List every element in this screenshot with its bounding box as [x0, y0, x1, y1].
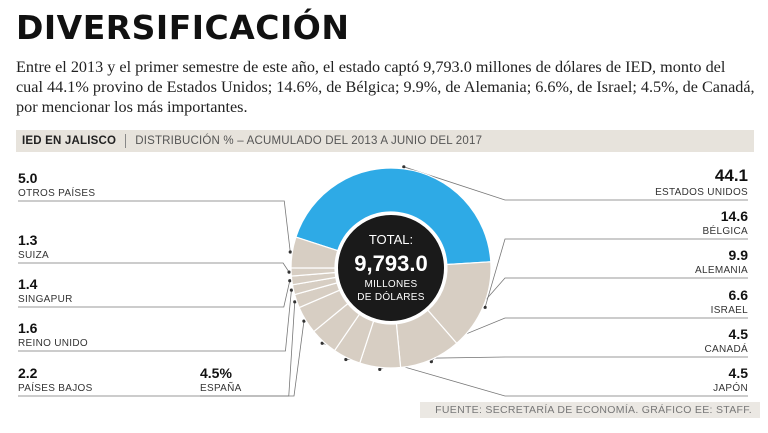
chart-title: DIVERSIFICACIÓN: [16, 8, 350, 47]
leader-line-paises-bajos: [18, 301, 296, 397]
leader-line-reino-unido: [18, 290, 292, 352]
value-label-singapur: 1.4: [18, 276, 38, 292]
leader-dot-otros-paises: [288, 250, 292, 254]
leader-line-otros-paises: [18, 200, 291, 253]
name-label-japon: JAPÓN: [713, 381, 748, 394]
name-label-canada: CANADÁ: [705, 342, 749, 355]
center-unit-line1: MILLONES: [365, 279, 418, 290]
name-label-reino-unido: REINO UNIDO: [18, 338, 88, 349]
leader-line-estados-unidos: [403, 166, 748, 201]
donut-center: [336, 213, 446, 323]
leader-line-suiza: [18, 262, 290, 273]
donut-slices: [290, 167, 492, 369]
leader-dot-canada: [344, 357, 348, 362]
name-label-paises-bajos: PAÍSES BAJOS: [18, 381, 93, 394]
value-label-reino-unido: 1.6: [18, 320, 38, 336]
slice-otros-paises: [290, 236, 339, 269]
name-label-espana: ESPAÑA: [200, 381, 242, 394]
leader-lines: [18, 165, 748, 397]
name-label-otros-paises: OTROS PAÍSES: [18, 186, 95, 199]
value-label-canada: 4.5: [729, 326, 749, 342]
value-label-suiza: 1.3: [18, 232, 38, 248]
lead-paragraph: Entre el 2013 y el primer semestre de es…: [16, 58, 755, 116]
value-label-estados-unidos: 44.1: [715, 166, 748, 185]
leader-dot-belgica: [483, 305, 487, 309]
leader-dot-israel: [378, 367, 382, 371]
band-subtitle: DISTRIBUCIÓN % – ACUMULADO DEL 2013 A JU…: [135, 135, 483, 147]
value-label-japon: 4.5: [729, 365, 749, 381]
value-label-espana: 4.5%: [200, 365, 232, 381]
source-note: FUENTE: SECRETARÍA DE ECONOMÍA. GRÁFICO …: [420, 402, 760, 418]
leader-line-belgica: [484, 238, 748, 308]
name-label-belgica: BÉLGICA: [703, 224, 748, 237]
value-label-paises-bajos: 2.2: [18, 365, 38, 381]
name-label-estados-unidos: ESTADOS UNIDOS: [655, 187, 748, 198]
slice-estados-unidos: [295, 167, 492, 266]
value-label-israel: 6.6: [729, 287, 749, 303]
leader-dot-espana: [302, 319, 306, 323]
leader-line-singapur: [18, 280, 291, 308]
band-divider: [125, 134, 127, 148]
leader-dot-suiza: [287, 270, 291, 274]
value-label-belgica: 14.6: [721, 208, 748, 224]
center-total-value: 9,793.0: [354, 251, 427, 276]
name-label-suiza: SUIZA: [18, 250, 49, 261]
value-label-otros-paises: 5.0: [18, 170, 38, 186]
leader-dot-reino-unido: [289, 288, 294, 292]
leader-dot-japon: [320, 341, 324, 345]
leader-dot-singapur: [288, 279, 292, 283]
value-label-alemania: 9.9: [729, 247, 749, 263]
center-unit-line2: DE DÓLARES: [357, 290, 424, 303]
leader-dot-estados-unidos: [402, 165, 406, 169]
center-total-label: TOTAL:: [369, 232, 413, 247]
name-label-israel: ISRAEL: [711, 305, 749, 316]
chart-header-band: IED EN JALISCO DISTRIBUCIÓN % – ACUMULAD…: [16, 130, 754, 152]
leader-dot-alemania: [429, 360, 433, 364]
band-title: IED EN JALISCO: [22, 135, 117, 147]
name-label-alemania: ALEMANIA: [695, 265, 748, 276]
leader-dot-paises-bajos: [293, 300, 297, 304]
name-label-singapur: SINGAPUR: [18, 294, 73, 305]
